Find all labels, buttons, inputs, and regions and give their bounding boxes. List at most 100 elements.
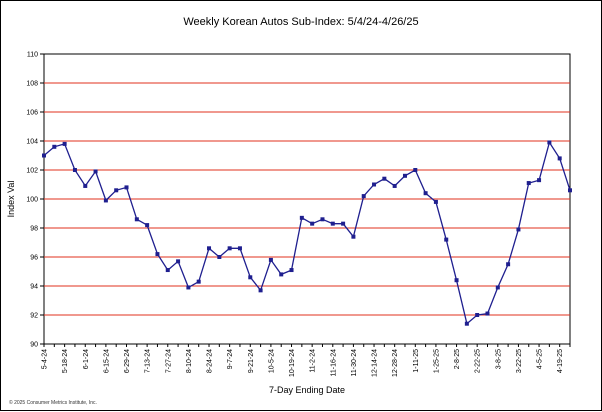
data-point — [62, 141, 67, 146]
x-axis-label: 7-Day Ending Date — [269, 385, 345, 395]
data-point — [351, 234, 356, 239]
data-point — [320, 217, 325, 222]
data-point — [516, 227, 521, 232]
gridlines — [44, 82, 570, 316]
data-point — [464, 321, 469, 326]
data-point — [155, 252, 160, 257]
y-tick-label: 110 — [27, 52, 38, 59]
data-point — [217, 255, 222, 259]
data-point — [537, 178, 542, 183]
data-point — [279, 272, 284, 277]
y-tick-label: 92 — [30, 313, 38, 320]
data-point — [310, 221, 315, 226]
x-tick-label: 7-13-24 — [145, 349, 152, 373]
x-tick-label: 1-25-25 — [433, 349, 440, 373]
y-tick-label: 94 — [30, 284, 38, 291]
x-tick-label: 2-8-25 — [454, 349, 461, 369]
x-tick-label: 9-7-24 — [227, 349, 234, 369]
x-tick-label: 11-30-24 — [351, 349, 358, 377]
x-tick-label: 5-18-24 — [62, 349, 69, 373]
data-point — [330, 221, 335, 226]
data-point — [103, 198, 108, 203]
x-tick-label: 1-11-25 — [413, 349, 420, 373]
data-point — [402, 173, 407, 178]
y-axis-label: Index Val — [6, 181, 16, 218]
data-point — [433, 199, 438, 204]
x-tick-label: 7-27-24 — [165, 349, 172, 373]
data-point — [557, 156, 562, 161]
data-point — [299, 215, 304, 220]
data-series — [42, 140, 572, 326]
x-tick-label: 8-24-24 — [207, 349, 214, 373]
y-tick-label: 106 — [26, 110, 38, 117]
copyright-notice: © 2025 Consumer Metrics Institute, Inc. — [9, 399, 97, 406]
y-tick-label: 96 — [30, 255, 38, 262]
data-point — [289, 268, 294, 273]
y-tick-label: 98 — [30, 226, 38, 233]
x-tick-label: 3-22-25 — [516, 349, 523, 373]
data-point — [72, 168, 77, 172]
data-point — [423, 191, 428, 196]
data-point — [93, 169, 98, 174]
data-point — [145, 223, 150, 228]
data-point — [454, 278, 459, 283]
data-point — [506, 262, 511, 267]
data-point — [42, 153, 46, 158]
data-point — [568, 188, 572, 193]
data-point — [382, 176, 387, 181]
x-tick-label: 11-16-24 — [330, 349, 337, 377]
data-point — [444, 237, 449, 242]
data-point — [124, 185, 129, 190]
data-point — [176, 259, 181, 264]
x-tick-label: 8-10-24 — [186, 349, 193, 373]
y-tick-label: 104 — [26, 139, 38, 146]
data-point — [526, 181, 531, 186]
data-point — [186, 285, 191, 290]
x-tick-label: 3-8-25 — [495, 349, 502, 369]
y-tick-label: 108 — [26, 81, 38, 88]
data-point — [361, 194, 366, 199]
data-point — [475, 313, 480, 317]
x-tick-label: 10-19-24 — [289, 349, 296, 377]
data-point — [227, 246, 232, 251]
chart-title: Weekly Korean Autos Sub-Index: 5/4/24-4/… — [183, 16, 418, 28]
y-axis-ticks: 90 92 94 96 98 100 102 104 106 108 110 — [26, 52, 44, 349]
data-point — [83, 183, 88, 188]
y-tick-label: 102 — [26, 168, 38, 175]
x-tick-label: 9-21-24 — [248, 349, 255, 373]
x-tick-label: 4-5-25 — [537, 349, 544, 369]
x-tick-label: 12-28-24 — [392, 349, 399, 377]
x-tick-label: 10-5-24 — [268, 349, 275, 373]
data-point — [52, 144, 57, 149]
data-point — [258, 288, 263, 293]
x-tick-label: 5-4-24 — [42, 349, 49, 369]
x-axis-ticks: 5-4-24 5-18-24 6-1-24 6-15-24 6-29-24 7-13-24… — [42, 344, 571, 377]
data-point — [268, 257, 273, 262]
x-tick-label: 6-29-24 — [124, 349, 131, 373]
data-point — [392, 183, 397, 188]
x-tick-label: 2-22-25 — [475, 349, 482, 373]
data-point — [341, 221, 346, 226]
data-point — [413, 168, 418, 172]
data-point — [134, 217, 139, 222]
x-tick-label: 4-19-25 — [557, 349, 564, 373]
data-point — [372, 182, 377, 187]
series-line — [43, 140, 571, 325]
x-tick-label: 6-15-24 — [103, 349, 110, 373]
data-point — [114, 188, 119, 193]
y-tick-label: 100 — [26, 197, 38, 204]
data-point — [207, 246, 212, 251]
y-tick-label: 90 — [30, 342, 38, 349]
x-tick-label: 12-14-24 — [372, 349, 379, 377]
x-tick-label: 6-1-24 — [83, 349, 90, 369]
data-point — [495, 285, 500, 290]
data-point — [547, 140, 552, 145]
x-tick-label: 11-2-24 — [310, 349, 317, 373]
data-point — [248, 275, 253, 280]
data-point — [196, 279, 201, 284]
data-point — [237, 246, 242, 251]
data-point — [485, 311, 490, 316]
data-point — [165, 268, 170, 273]
